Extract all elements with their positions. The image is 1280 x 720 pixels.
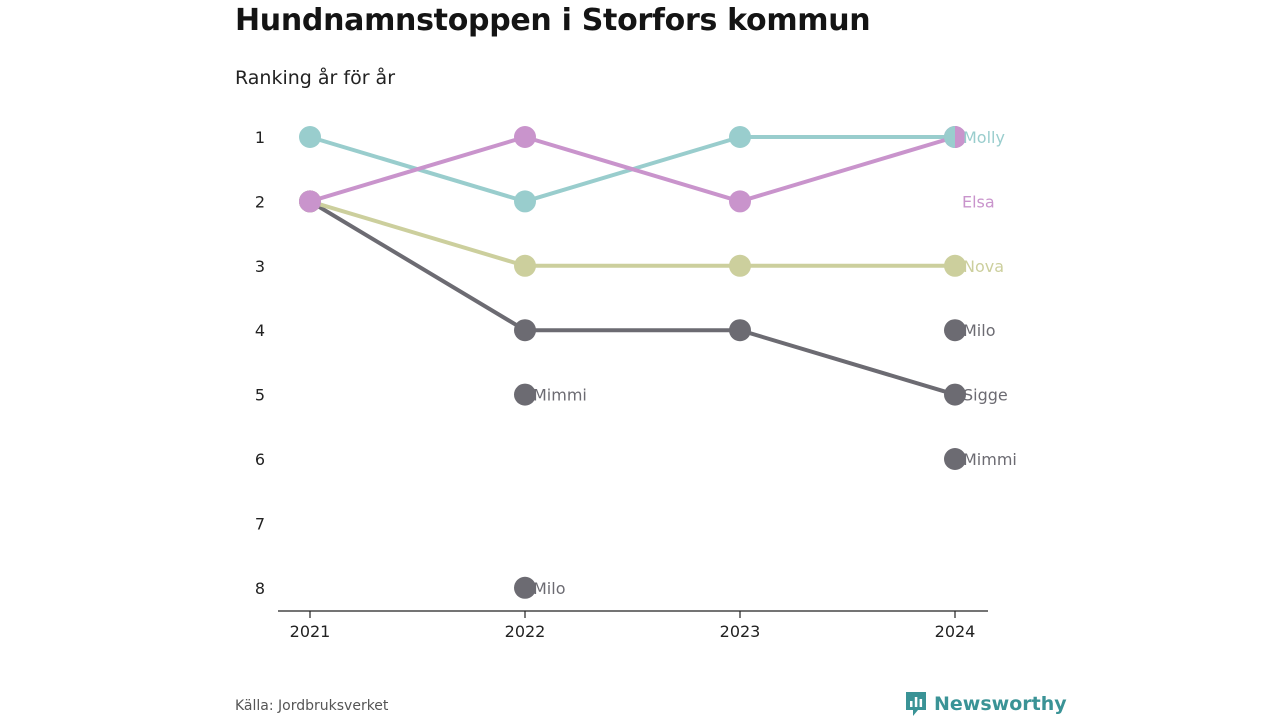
source-note: Källa: Jordbruksverket bbox=[235, 698, 389, 714]
y-tick-label: 4 bbox=[255, 321, 265, 340]
series-label-elsa: Elsa bbox=[962, 192, 995, 211]
series-point-sigge bbox=[729, 319, 751, 342]
series-label-nova: Nova bbox=[963, 257, 1004, 276]
series-point-molly bbox=[299, 126, 321, 148]
chart-subtitle: Ranking år för år bbox=[235, 67, 396, 89]
y-tick-label: 1 bbox=[255, 128, 265, 147]
point-label: Mimmi bbox=[533, 386, 587, 405]
series-line-elsa bbox=[309, 135, 956, 204]
isolated-point bbox=[944, 448, 966, 470]
y-tick-label: 3 bbox=[255, 257, 265, 276]
brand-name: Newsworthy bbox=[934, 693, 1067, 715]
series-point-molly bbox=[729, 126, 751, 148]
isolated-point bbox=[514, 576, 536, 599]
brand-logo: Newsworthy bbox=[904, 690, 1067, 718]
series-point-elsa bbox=[729, 190, 751, 213]
series-point-nova bbox=[514, 254, 536, 277]
y-tick-label: 6 bbox=[255, 450, 265, 469]
series-line-nova bbox=[309, 199, 955, 268]
series-label-sigge: Sigge bbox=[963, 386, 1008, 405]
series-line-sigge bbox=[308, 199, 956, 397]
x-tick-label: 2024 bbox=[935, 622, 976, 641]
y-tick-label: 7 bbox=[255, 514, 265, 533]
tie-point-molly-half bbox=[944, 126, 955, 148]
newsworthy-logo-icon bbox=[906, 692, 926, 716]
x-tick-label: 2021 bbox=[290, 622, 331, 641]
series-point-elsa bbox=[514, 126, 536, 148]
series-label-molly: Molly bbox=[963, 128, 1005, 147]
x-tick-label: 2022 bbox=[505, 622, 546, 641]
x-tick-label: 2023 bbox=[720, 622, 761, 641]
series-point-nova bbox=[729, 254, 751, 277]
series-point-sigge bbox=[514, 319, 536, 342]
y-tick-label: 8 bbox=[255, 579, 265, 598]
series-point-elsa bbox=[299, 190, 321, 213]
series-point-nova bbox=[944, 254, 966, 277]
point-label: Mimmi bbox=[963, 450, 1017, 469]
point-label: Milo bbox=[963, 321, 995, 340]
tie-point-elsa-half bbox=[955, 126, 966, 148]
isolated-point bbox=[514, 383, 536, 406]
isolated-point bbox=[944, 319, 966, 342]
point-label: Milo bbox=[533, 579, 565, 598]
series-point-molly bbox=[514, 190, 536, 213]
chart-title: Hundnamnstoppen i Storfors kommun bbox=[235, 3, 871, 38]
y-tick-label: 2 bbox=[255, 192, 265, 211]
series-point-sigge bbox=[944, 383, 966, 406]
y-tick-label: 5 bbox=[255, 386, 265, 405]
